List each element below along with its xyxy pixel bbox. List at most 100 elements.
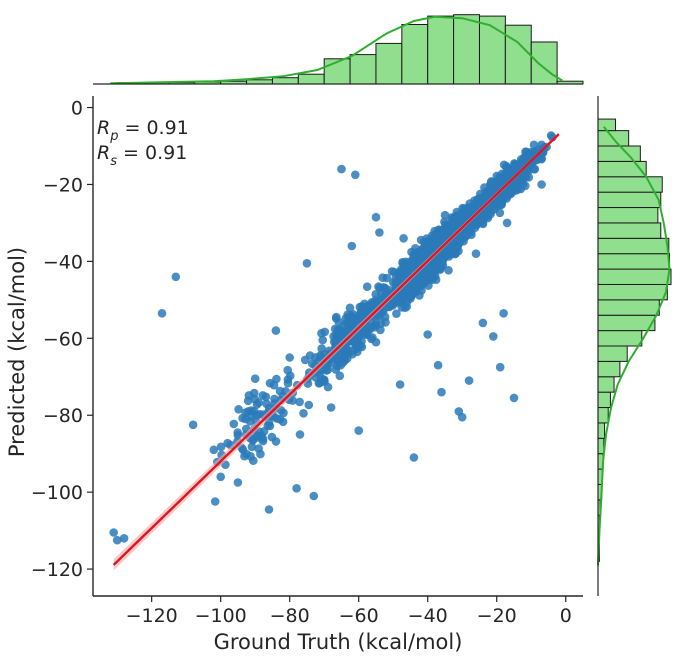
data-point [318, 335, 328, 345]
data-point [537, 180, 546, 189]
data-point [495, 362, 505, 372]
y-tick-label: −80 [43, 405, 83, 427]
data-point [269, 380, 279, 390]
right-hist-bar [597, 253, 671, 270]
data-point [271, 326, 281, 335]
data-point [417, 272, 426, 282]
data-point [246, 451, 255, 461]
data-point [411, 258, 421, 268]
y-tick-label: −20 [43, 174, 83, 196]
data-point [258, 391, 268, 400]
data-point [399, 267, 409, 277]
x-tick-label: −60 [339, 605, 379, 627]
right-hist-bar [597, 207, 659, 224]
rp-value: = 0.91 [118, 117, 188, 139]
x-axis-label: Ground Truth (kcal/mol) [214, 630, 463, 654]
data-point [295, 430, 305, 439]
data-point [254, 444, 263, 453]
data-point [502, 162, 511, 171]
right-hist-bar [597, 345, 628, 362]
top-hist-bar [530, 41, 558, 85]
data-point [233, 478, 243, 487]
data-point [285, 353, 295, 362]
data-point [375, 228, 384, 237]
right-marginal-histogram [597, 96, 672, 596]
data-point [516, 184, 526, 194]
data-point [409, 453, 419, 462]
data-point [317, 329, 326, 338]
spearman-annotation: Rs = 0.91 [97, 142, 187, 169]
data-point [437, 387, 446, 397]
rp-symbol: R [97, 117, 110, 139]
data-point [362, 282, 372, 292]
data-point [387, 267, 397, 276]
data-point [229, 419, 239, 429]
data-point [333, 334, 342, 343]
data-point [509, 393, 519, 403]
data-point [464, 376, 474, 385]
data-point [304, 400, 314, 410]
data-point [526, 149, 536, 159]
data-point [210, 497, 220, 506]
right-hist-bar [597, 391, 611, 409]
y-tick-label: 0 [71, 98, 83, 120]
data-point [392, 309, 401, 319]
data-point [378, 273, 388, 283]
data-point [216, 442, 226, 452]
data-point [157, 309, 167, 318]
data-point [437, 228, 447, 238]
y-tick-label: −120 [31, 559, 83, 581]
data-point [444, 243, 454, 253]
data-point [509, 180, 519, 189]
right-kde-line [597, 126, 671, 566]
scatter-points [109, 131, 557, 545]
right-hist-bar [597, 283, 668, 301]
top-hist-bar [271, 77, 299, 85]
data-point [418, 252, 427, 262]
data-point [444, 266, 453, 275]
right-hist-bar [597, 314, 656, 332]
data-point [502, 218, 512, 228]
data-point [465, 199, 475, 208]
data-point [457, 208, 467, 218]
y-tick-label: −40 [43, 251, 83, 273]
data-point [223, 438, 232, 448]
x-tick-label: −100 [195, 605, 247, 627]
data-point [279, 408, 288, 418]
right-hist-bar [597, 360, 621, 378]
data-point [489, 332, 498, 341]
data-point [337, 164, 346, 174]
data-point [499, 309, 508, 318]
data-point [401, 289, 410, 298]
data-point [530, 164, 539, 174]
data-point [502, 192, 512, 201]
data-point [451, 249, 460, 258]
data-point [520, 153, 529, 162]
tick-labels: −120 −100 −80 −60 −40 −20 0 0 −20 −40 −60 −80 −100 −1… [31, 98, 572, 627]
top-hist-bar [297, 73, 325, 85]
right-hist-bar [597, 222, 662, 239]
right-hist-bar [597, 299, 660, 316]
x-tick-label: 0 [560, 605, 572, 627]
data-point [488, 201, 498, 210]
data-point [395, 274, 405, 284]
data-point [234, 405, 243, 414]
rs-symbol: R [97, 142, 110, 164]
rp-subscript: p [109, 129, 118, 144]
data-point [347, 241, 357, 251]
data-point [347, 318, 356, 328]
data-point [470, 223, 480, 232]
data-point [299, 409, 308, 418]
top-hist-bar [453, 14, 480, 85]
data-point [351, 170, 360, 180]
regression-line [112, 133, 560, 566]
data-point [240, 451, 249, 461]
data-point [391, 298, 400, 308]
data-point [332, 312, 341, 322]
data-point [357, 342, 367, 352]
data-point [359, 328, 369, 337]
main-axes [92, 96, 583, 597]
data-point [452, 219, 461, 229]
data-point [109, 528, 118, 537]
data-point [345, 303, 355, 313]
